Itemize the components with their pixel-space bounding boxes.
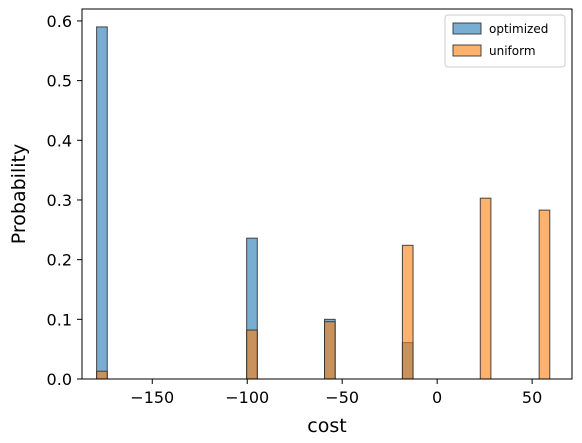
x-tick-label: 0 bbox=[432, 388, 442, 407]
bar-uniform bbox=[324, 321, 336, 380]
y-tick-label: 0.5 bbox=[47, 72, 72, 91]
legend-label-uniform: uniform bbox=[489, 44, 536, 58]
bar-uniform bbox=[538, 209, 551, 380]
x-tick-label: −50 bbox=[325, 388, 359, 407]
y-tick-label: 0.2 bbox=[47, 251, 72, 270]
legend-swatch-uniform bbox=[452, 44, 482, 57]
y-tick-label: 0.0 bbox=[47, 370, 72, 389]
y-axis-label: Probability bbox=[8, 144, 30, 244]
bar-uniform bbox=[246, 329, 258, 380]
x-tick-label: −100 bbox=[225, 388, 269, 407]
bars-layer bbox=[96, 26, 551, 380]
x-tick-label: 50 bbox=[522, 388, 542, 407]
legend-swatch-optimized bbox=[452, 22, 482, 35]
y-tick-label: 0.3 bbox=[47, 191, 72, 210]
plot-frame bbox=[81, 8, 573, 380]
bar-uniform bbox=[479, 197, 492, 380]
x-axis-label: cost bbox=[307, 415, 346, 437]
bar-uniform bbox=[401, 244, 414, 380]
y-tick-label: 0.1 bbox=[47, 310, 72, 329]
legend: optimized uniform bbox=[444, 14, 566, 68]
bar-uniform bbox=[96, 370, 108, 380]
x-tick-label: −150 bbox=[130, 388, 174, 407]
y-tick-label: 0.6 bbox=[47, 12, 72, 31]
y-axis: 0.0 0.1 0.2 0.3 0.4 0.5 0.6 bbox=[47, 12, 82, 389]
bar-optimized bbox=[96, 26, 108, 380]
y-tick-label: 0.4 bbox=[47, 131, 72, 150]
legend-label-optimized: optimized bbox=[489, 22, 548, 36]
x-axis: −150 −100 −50 0 50 bbox=[130, 379, 542, 407]
